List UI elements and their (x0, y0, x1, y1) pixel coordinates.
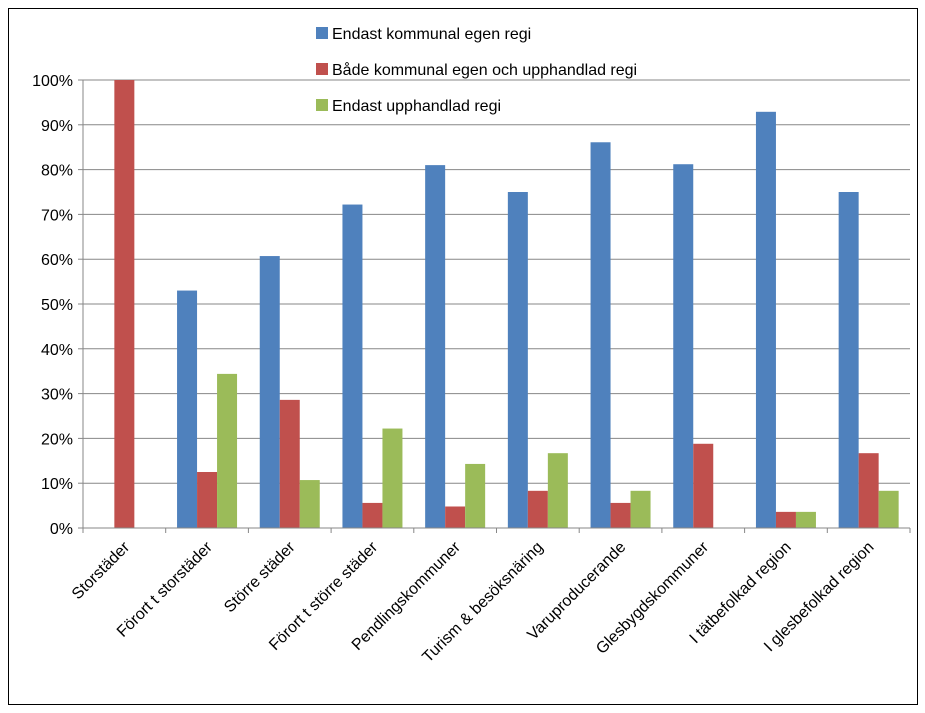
y-tick-label: 20% (41, 431, 73, 448)
legend-label: Endast upphandlad regi (332, 98, 501, 115)
y-tick-label: 60% (41, 252, 73, 269)
x-tick-label: Storstäder (69, 538, 134, 603)
bar (197, 472, 218, 528)
legend-label: Både kommunal egen och upphandlad regi (332, 61, 637, 79)
bar (507, 192, 528, 528)
bar (610, 502, 631, 528)
bar (342, 204, 363, 528)
legend-label: Endast kommunal egen regi (332, 26, 531, 43)
bar (795, 511, 816, 528)
y-tick-label: 0% (50, 521, 73, 538)
legend-swatch (316, 63, 328, 75)
bar (445, 506, 466, 528)
gridlines (78, 79, 910, 529)
y-tick-label: 80% (41, 163, 73, 180)
bar (114, 80, 135, 528)
bar (838, 192, 859, 528)
bar (527, 490, 548, 528)
axes (82, 80, 911, 533)
legend: Endast kommunal egen regi Både kommunal e… (316, 26, 637, 115)
bar (673, 164, 694, 528)
bar (382, 428, 403, 528)
bar (217, 373, 238, 528)
y-tick-label: 40% (41, 342, 73, 359)
bar (693, 443, 714, 528)
y-tick-label: 70% (41, 207, 73, 224)
bar (465, 463, 486, 528)
bar (858, 453, 879, 528)
bar (590, 142, 611, 528)
bar (177, 290, 198, 528)
y-tick-labels: 0% 10% 20% 30% 40% 50% 60% 70% 80% 90% 100% (32, 73, 73, 538)
bar (878, 490, 899, 528)
bar (755, 111, 776, 529)
y-tick-label: 10% (41, 476, 73, 493)
legend-swatch (316, 27, 328, 39)
bar (630, 490, 651, 528)
bar (425, 165, 446, 528)
y-tick-label: 100% (32, 73, 73, 90)
y-tick-label: 30% (41, 387, 73, 404)
y-tick-label: 50% (41, 297, 73, 314)
bars (114, 80, 899, 529)
bar (547, 453, 568, 528)
legend-swatch (316, 99, 328, 111)
bar (775, 511, 796, 528)
bar (279, 399, 300, 528)
y-tick-label: 90% (41, 118, 73, 135)
bar (362, 502, 383, 528)
bar (259, 256, 280, 528)
bar (299, 480, 320, 528)
x-tick-label: Större städer (221, 538, 299, 616)
